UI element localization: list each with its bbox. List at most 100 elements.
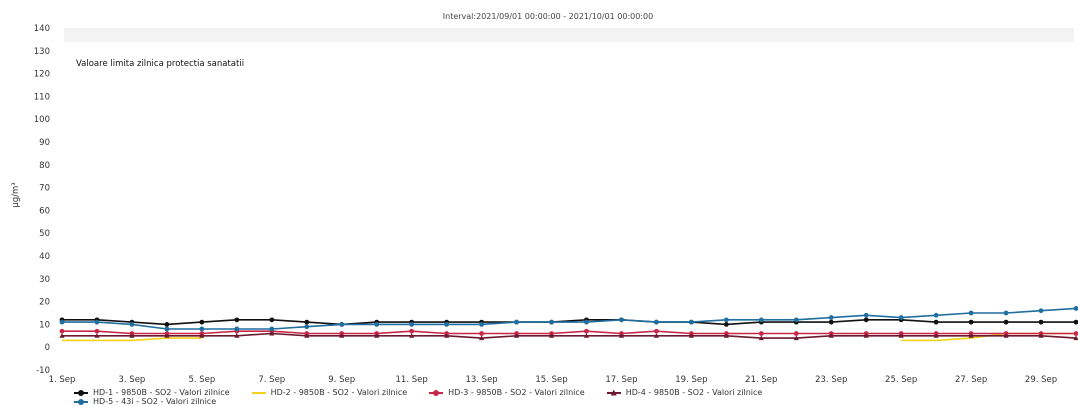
data-point [584,319,589,325]
data-point [1038,333,1044,338]
data-point [968,319,974,325]
data-point [723,333,729,338]
legend-label-hd5: HD-5 - 43i - SO2 - Valori zilnice [93,397,217,406]
data-point [1073,335,1078,341]
x-tick-label: 17. Sep [605,375,637,385]
data-point [1038,308,1044,314]
series-5 [59,306,1078,332]
data-point [898,333,904,338]
series-line [62,332,1077,339]
data-point [1003,333,1009,338]
legend-swatch-hd3 [429,389,444,396]
legend-item-hd1[interactable]: HD-1 - 9850B - SO2 - Valori zilnice [74,388,230,397]
data-point [618,333,625,338]
data-point [164,326,170,332]
data-point [863,312,869,318]
legend-swatch-hd1 [74,389,88,396]
data-point [444,333,450,338]
data-point [688,333,694,338]
legend-swatch-hd2 [251,391,266,394]
y-axis-ticks: -10 0 10 20 30 40 50 60 70 80 90 100 110 120 130 140 [34,24,50,376]
data-point [374,333,380,338]
data-point [304,324,310,330]
series-layer [59,306,1078,342]
data-point [933,333,939,338]
y-tick-label: 110 [34,92,50,102]
data-point [304,319,310,325]
data-point [339,322,345,327]
x-tick-label: 25. Sep [885,375,917,385]
data-point [654,328,659,334]
legend-item-hd3[interactable]: HD-3 - 9850B - SO2 - Valori zilnice [429,388,585,397]
data-point [863,317,869,323]
legend-label-hd1: HD-1 - 9850B - SO2 - Valori zilnice [93,388,230,397]
x-axis-ticks: 1. Sep 3. Sep 5. Sep 7. Sep 9. Sep 11. Sep 13.… [49,375,1058,385]
x-tick-label: 15. Sep [535,375,567,385]
data-point [828,333,834,338]
y-tick-label: 140 [34,24,50,34]
legend-item-hd5[interactable]: HD-5 - 43i - SO2 - Valori zilnice [74,397,216,406]
data-point [933,312,939,318]
x-tick-label: 19. Sep [675,375,707,385]
legend-label-hd2: HD-2 - 9850B - SO2 - Valori zilnice [270,388,408,397]
data-point [269,330,275,336]
x-tick-label: 11. Sep [396,375,428,385]
y-axis-label: µg/m³ [11,182,21,207]
legend-swatch-hd4 [606,389,621,396]
y-tick-label: 90 [39,138,50,148]
data-point [513,333,520,338]
data-point [583,333,590,338]
data-point [409,328,415,334]
data-point [793,331,799,336]
data-point [59,319,65,325]
data-point [234,326,240,332]
limit-annotation: Valoare limita zilnica protectia sanatat… [76,59,244,69]
data-point [409,322,415,327]
x-tick-label: 27. Sep [955,375,987,385]
legend-item-hd4[interactable]: HD-4 - 9850B - SO2 - Valori zilnice [606,388,763,397]
data-point [304,333,310,338]
legend-item-hd2[interactable]: HD-2 - 9850B - SO2 - Valori zilnice [251,388,408,397]
x-tick-label: 23. Sep [815,375,847,385]
legend-label-hd4: HD-4 - 9850B - SO2 - Valori zilnice [625,388,763,397]
legend-swatch-hd5 [74,398,88,405]
x-tick-label: 29. Sep [1025,375,1057,385]
data-point [723,322,729,327]
data-point [688,319,694,325]
y-tick-label: 100 [34,115,50,125]
data-point [1038,319,1044,325]
data-point [1003,319,1009,325]
data-point [164,333,170,338]
data-point [59,328,65,334]
data-point [793,335,799,341]
data-point [94,319,100,325]
data-point [1003,310,1009,316]
y-tick-label: 120 [34,70,50,80]
data-point [164,322,170,327]
y-tick-label: 80 [39,161,50,171]
y-tick-label: 50 [39,229,50,239]
data-point [548,333,555,338]
data-point [1073,319,1078,325]
data-point [898,315,904,320]
y-tick-label: 40 [39,252,50,262]
x-tick-label: 5. Sep [188,375,215,385]
blurred-header-strip [64,28,1074,42]
series-line [62,337,202,342]
data-point [549,319,554,325]
y-tick-label: 30 [39,275,50,285]
data-point [444,322,450,327]
data-point [758,331,764,336]
data-point [199,333,205,338]
data-point [339,333,345,338]
data-point [374,322,380,327]
y-tick-label: 60 [39,206,50,216]
data-point [793,317,799,323]
y-tick-label: 0 [45,343,50,353]
series-line [62,330,1076,335]
data-point [758,317,764,323]
x-tick-label: 9. Sep [328,375,355,385]
y-tick-label: 20 [39,298,50,308]
data-point [654,319,659,325]
